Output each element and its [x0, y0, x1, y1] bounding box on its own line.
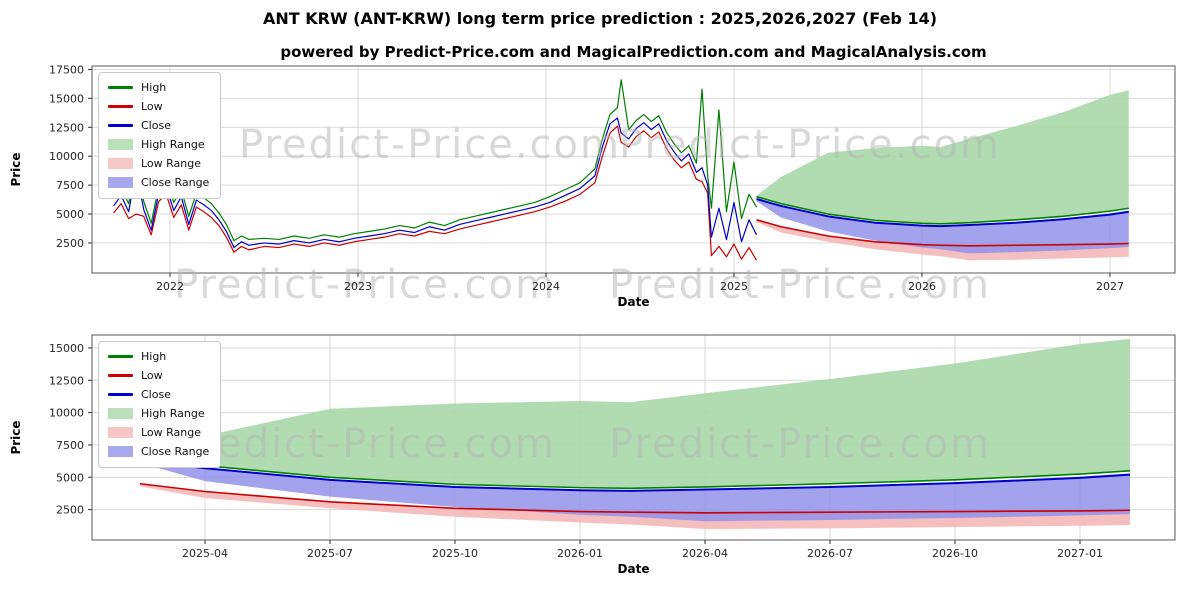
legend-line-swatch [108, 86, 133, 89]
y-tick-label: 10000 [49, 407, 84, 420]
legend-item-low: Low [108, 367, 209, 384]
y-tick-label: 5000 [56, 208, 84, 221]
legend-band-swatch [108, 446, 133, 457]
legend-band-swatch [108, 139, 133, 150]
y-tick-label: 2500 [56, 504, 84, 517]
legend-label: High Range [141, 407, 205, 420]
x-tick-label: 2025-10 [432, 547, 478, 560]
forecast-low-line [139, 482, 1131, 514]
legend-label: High Range [141, 138, 205, 151]
watermark-text: Predict-Price.com [174, 262, 556, 308]
x-tick-label: 2026-10 [932, 547, 978, 560]
forecast-detail-chart-plot: Predict-Price.com Predict-Price.com 2025-0… [9, 334, 1176, 576]
legend-label: High [141, 81, 167, 94]
x-tick-label: 2026-07 [807, 547, 853, 560]
legend-item-low-range: Low Range [108, 155, 209, 172]
watermark-text: Predict-Price.com [609, 262, 991, 308]
watermark-text: Predict-Price.com [609, 421, 991, 467]
long-term-chart-legend: High Low Close High Range Low Range Close Ran… [98, 72, 222, 199]
x-tick-label: 2025-07 [307, 547, 353, 560]
legend-item-close-range: Close Range [108, 443, 209, 460]
y-tick-label: 15000 [49, 92, 84, 105]
legend-band-swatch [108, 427, 133, 438]
legend-label: Close [141, 119, 171, 132]
legend-line-swatch [108, 393, 133, 396]
historical-close-line [113, 117, 758, 249]
forecast-close-line [139, 459, 1131, 492]
historical-high-line [113, 79, 758, 242]
y-tick-label: 10000 [49, 150, 84, 163]
legend-item-close: Close [108, 117, 209, 134]
y-tick-label: 7500 [56, 179, 84, 192]
page-title: ANT KRW (ANT-KRW) long term price predic… [262, 9, 938, 28]
legend-band-swatch [108, 158, 133, 169]
legend-item-high: High [108, 348, 209, 365]
y-tick-label: 5000 [56, 471, 84, 484]
legend-item-low-range: Low Range [108, 424, 209, 441]
x-tick-label: 2027-01 [1057, 547, 1103, 560]
x-tick-label: 2027 [1096, 280, 1124, 293]
legend-label: Close Range [141, 176, 210, 189]
legend-item-low: Low [108, 98, 209, 115]
y-tick-label: 17500 [49, 63, 84, 76]
x-tick-label: 2022 [156, 280, 184, 293]
legend-item-high-range: High Range [108, 136, 209, 153]
watermark-text: Predict-Price.com [239, 122, 621, 168]
legend-item-high-range: High Range [108, 405, 209, 422]
watermark-text: Predict-Price.com [174, 421, 556, 467]
x-tick-label: 2026-04 [682, 547, 728, 560]
legend-label: High [141, 350, 167, 363]
legend-label: Low [141, 369, 163, 382]
legend-line-swatch [108, 124, 133, 127]
y-tick-label: 12500 [49, 374, 84, 387]
y-tick-label: 2500 [56, 237, 84, 250]
forecast-low-line [756, 219, 1129, 247]
y-axis-label: Price [9, 420, 23, 454]
long-term-chart: Predict-Price.com Predict-Price.com Predic… [0, 58, 1200, 315]
legend-label: Close Range [141, 445, 210, 458]
high-range-band [140, 338, 1130, 489]
legend-label: Low [141, 100, 163, 113]
x-tick-label: 2025 [720, 280, 748, 293]
historical-low-line [113, 125, 758, 261]
high-range-band [756, 90, 1129, 224]
x-tick-label: 2025-04 [182, 547, 228, 560]
y-tick-label: 15000 [49, 342, 84, 355]
legend-band-swatch [108, 408, 133, 419]
legend-band-swatch [108, 177, 133, 188]
x-axis-label: Date [618, 562, 650, 576]
x-tick-label: 2024 [532, 280, 560, 293]
long-term-chart-plot: Predict-Price.comPredict-Price.comPredic… [9, 63, 1176, 309]
y-tick-label: 7500 [56, 439, 84, 452]
legend-item-close: Close [108, 386, 209, 403]
legend-item-high: High [108, 79, 209, 96]
legend-label: Close [141, 388, 171, 401]
forecast-high-line [139, 457, 1131, 490]
legend-line-swatch [108, 374, 133, 377]
forecast-close-line [756, 198, 1129, 228]
legend-line-swatch [108, 355, 133, 358]
y-axis-label: Price [9, 152, 23, 186]
legend-item-close-range: Close Range [108, 174, 209, 191]
watermark-text: Predict-Price.com [619, 122, 1001, 168]
page-subtitle: powered by Predict-Price.com and Magical… [280, 43, 987, 61]
forecast-detail-chart: Predict-Price.com Predict-Price.com 2025-0… [0, 325, 1200, 600]
x-tick-label: 2023 [344, 280, 372, 293]
y-tick-label: 12500 [49, 121, 84, 134]
legend-label: Low Range [141, 426, 202, 439]
legend-line-swatch [108, 105, 133, 108]
x-tick-label: 2026 [908, 280, 936, 293]
x-tick-label: 2026-01 [557, 547, 603, 560]
legend-label: Low Range [141, 157, 202, 170]
forecast-high-line [756, 195, 1129, 225]
forecast-detail-chart-legend: High Low Close High Range Low Range Close Ran… [98, 341, 222, 468]
x-axis-label: Date [618, 295, 650, 309]
